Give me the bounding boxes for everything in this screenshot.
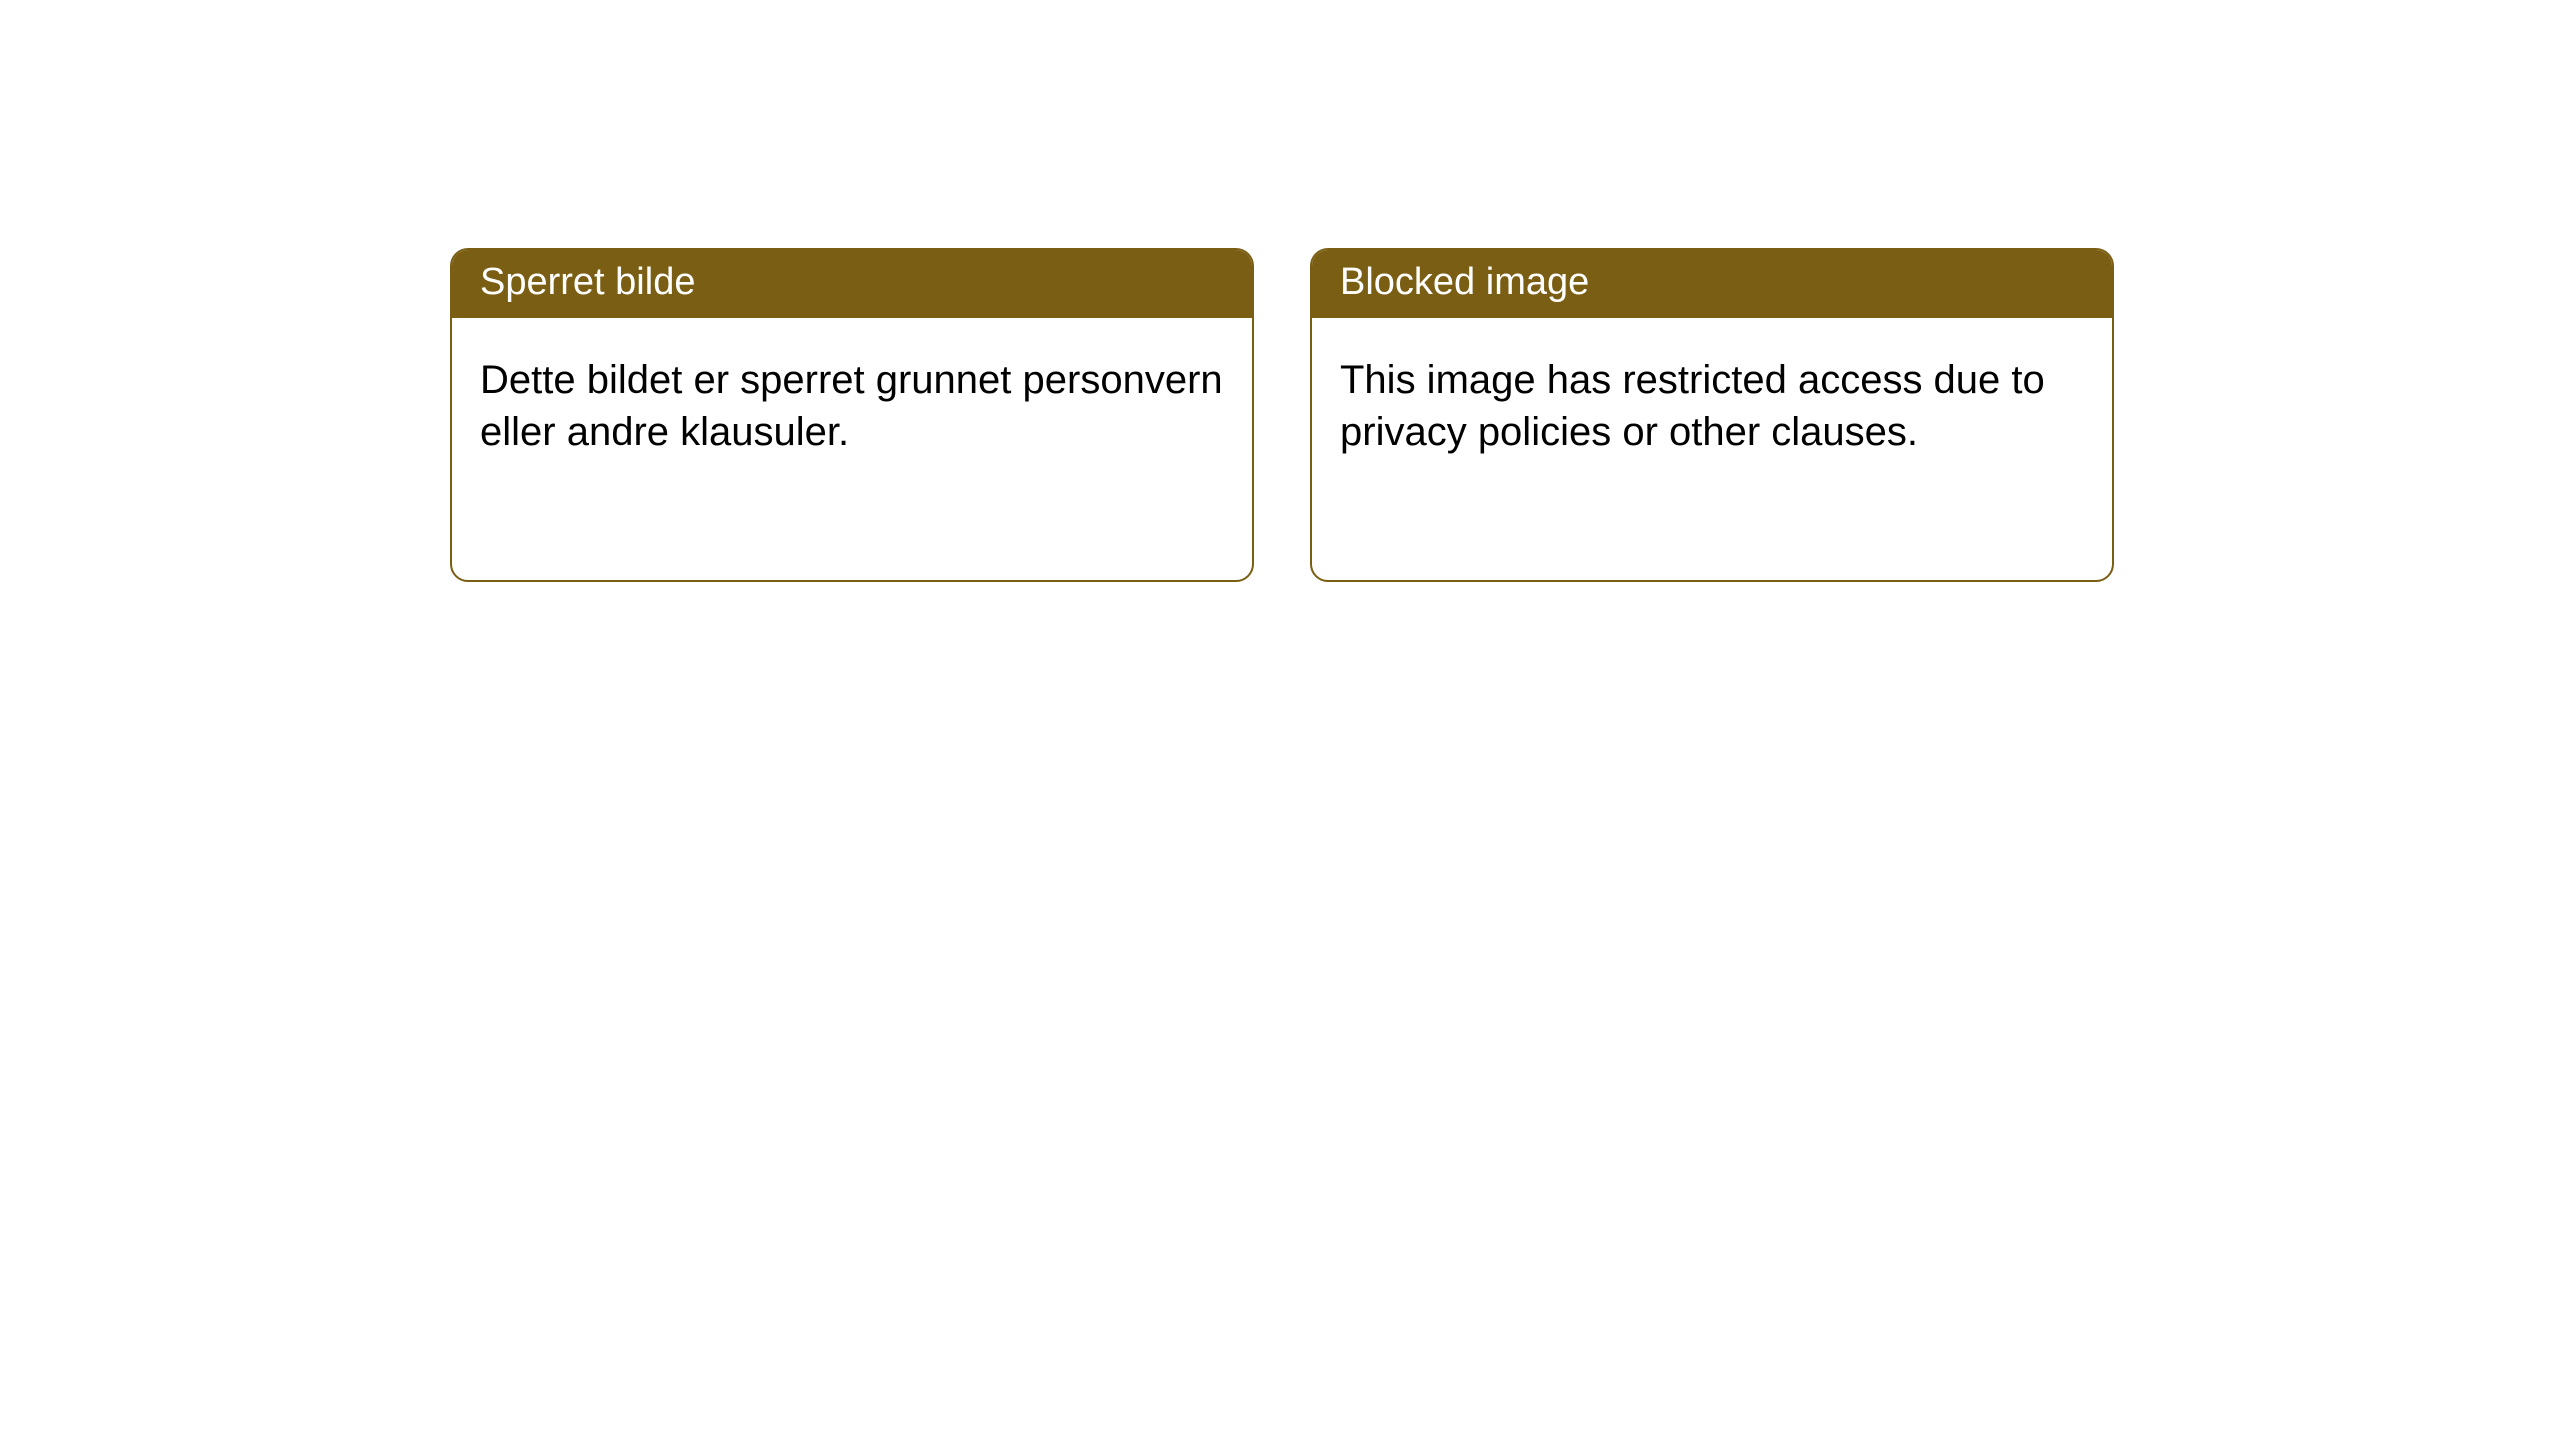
notice-container: Sperret bilde Dette bildet er sperret gr…: [0, 0, 2560, 582]
notice-body: Dette bildet er sperret grunnet personve…: [452, 318, 1252, 494]
notice-body: This image has restricted access due to …: [1312, 318, 2112, 494]
notice-card-english: Blocked image This image has restricted …: [1310, 248, 2114, 582]
notice-card-norwegian: Sperret bilde Dette bildet er sperret gr…: [450, 248, 1254, 582]
notice-title: Sperret bilde: [452, 250, 1252, 318]
notice-title: Blocked image: [1312, 250, 2112, 318]
